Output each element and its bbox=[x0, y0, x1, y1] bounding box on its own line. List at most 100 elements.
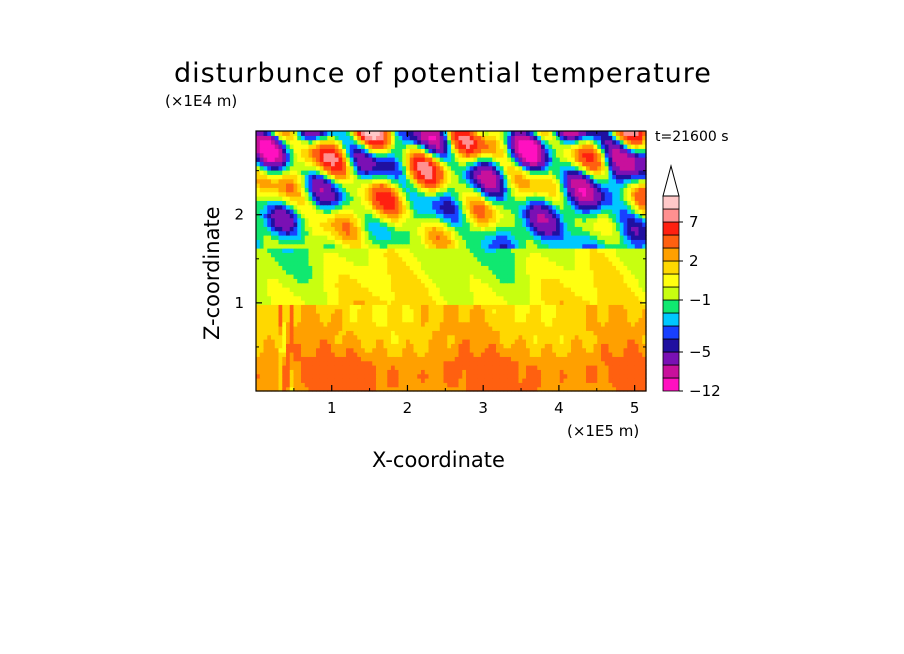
heatmap-cell bbox=[507, 265, 512, 271]
heatmap-cell bbox=[334, 326, 340, 331]
heatmap-cell bbox=[466, 308, 471, 314]
heatmap-cell bbox=[402, 317, 407, 323]
heatmap-cell bbox=[526, 204, 531, 210]
heatmap-cell bbox=[499, 204, 505, 210]
heatmap-cell bbox=[544, 265, 550, 271]
heatmap-cell bbox=[469, 265, 475, 271]
heatmap-cell bbox=[379, 226, 385, 232]
heatmap-cell bbox=[481, 243, 486, 249]
heatmap-cell bbox=[357, 248, 362, 253]
heatmap-cell bbox=[567, 252, 572, 258]
heatmap-cell bbox=[316, 308, 321, 314]
heatmap-cell bbox=[522, 261, 527, 266]
heatmap-cell bbox=[379, 278, 385, 284]
heatmap-cell bbox=[466, 200, 471, 206]
heatmap-cell bbox=[263, 330, 268, 336]
heatmap-cell bbox=[529, 200, 535, 206]
heatmap-cell bbox=[548, 239, 553, 245]
heatmap-cell bbox=[346, 291, 351, 297]
heatmap-cell bbox=[443, 295, 448, 301]
heatmap-cell bbox=[469, 222, 475, 227]
heatmap-cell bbox=[627, 382, 632, 388]
heatmap-cell bbox=[447, 261, 452, 266]
heatmap-cell bbox=[634, 300, 640, 305]
heatmap-cell bbox=[308, 252, 313, 258]
heatmap-cell bbox=[571, 252, 576, 258]
heatmap-cell bbox=[406, 248, 411, 253]
heatmap-cell bbox=[278, 369, 283, 375]
heatmap-cell bbox=[271, 365, 276, 370]
heatmap-cell bbox=[552, 226, 557, 232]
heatmap-cell bbox=[492, 369, 497, 375]
heatmap-cell bbox=[552, 183, 557, 188]
heatmap-cell bbox=[263, 269, 268, 275]
heatmap-cell bbox=[567, 373, 572, 379]
heatmap-cell bbox=[526, 243, 531, 249]
heatmap-cell bbox=[379, 373, 385, 379]
heatmap-cell bbox=[428, 347, 433, 353]
heatmap-cell bbox=[548, 382, 553, 388]
heatmap-cell bbox=[627, 352, 632, 357]
heatmap-cell bbox=[417, 304, 422, 310]
heatmap-cell bbox=[604, 204, 610, 210]
heatmap-cell bbox=[428, 256, 433, 262]
heatmap-cell bbox=[616, 222, 621, 227]
heatmap-cell bbox=[548, 191, 553, 197]
heatmap-cell bbox=[466, 209, 471, 214]
heatmap-cell bbox=[571, 213, 576, 219]
heatmap-cell bbox=[473, 196, 478, 201]
heatmap-cell bbox=[638, 239, 643, 245]
heatmap-cell bbox=[432, 269, 437, 275]
heatmap-cell bbox=[274, 321, 280, 327]
heatmap-cell bbox=[349, 378, 355, 383]
heatmap-cell bbox=[601, 386, 606, 392]
heatmap-cell bbox=[424, 378, 430, 383]
heatmap-cell bbox=[574, 365, 580, 370]
heatmap-cell bbox=[443, 373, 448, 379]
heatmap-cell bbox=[537, 339, 542, 344]
heatmap-cell bbox=[514, 326, 520, 331]
heatmap-cell bbox=[346, 243, 351, 249]
heatmap-cell bbox=[439, 252, 445, 258]
heatmap-cell bbox=[548, 204, 553, 210]
heatmap-cell bbox=[477, 382, 482, 388]
heatmap-cell bbox=[619, 269, 625, 275]
heatmap-cell bbox=[316, 300, 321, 305]
heatmap-cell bbox=[574, 256, 580, 262]
heatmap-cell bbox=[477, 373, 482, 379]
heatmap-cell bbox=[394, 243, 400, 249]
heatmap-cell bbox=[286, 239, 291, 245]
heatmap-cell bbox=[256, 200, 261, 206]
heatmap-cell bbox=[601, 291, 606, 297]
heatmap-cell bbox=[462, 287, 467, 292]
heatmap-cell bbox=[451, 339, 456, 344]
heatmap-cell bbox=[631, 265, 636, 271]
heatmap-cell bbox=[571, 313, 576, 318]
heatmap-cell bbox=[589, 265, 595, 271]
heatmap-cell bbox=[469, 256, 475, 262]
heatmap-cell bbox=[529, 304, 535, 310]
heatmap-cell bbox=[394, 248, 400, 253]
heatmap-cell bbox=[529, 321, 535, 327]
heatmap-cell bbox=[256, 378, 261, 383]
heatmap-cell bbox=[582, 204, 587, 210]
heatmap-cell bbox=[439, 373, 445, 379]
heatmap-cell bbox=[379, 252, 385, 258]
heatmap-cell bbox=[286, 222, 291, 227]
heatmap-cell bbox=[514, 217, 520, 223]
heatmap-cell bbox=[499, 304, 505, 310]
heatmap-cell bbox=[638, 282, 643, 288]
heatmap-cell bbox=[312, 347, 317, 353]
heatmap-cell bbox=[574, 382, 580, 388]
heatmap-cell bbox=[563, 187, 568, 193]
heatmap-cell bbox=[398, 239, 403, 245]
heatmap-cell bbox=[533, 265, 538, 271]
heatmap-cell bbox=[349, 282, 355, 288]
heatmap-cell bbox=[282, 300, 287, 305]
heatmap-cell bbox=[413, 209, 418, 214]
heatmap-cell bbox=[421, 287, 426, 292]
heatmap-cell bbox=[338, 269, 343, 275]
heatmap-cell bbox=[424, 347, 430, 353]
heatmap-cell bbox=[417, 196, 422, 201]
heatmap-cell bbox=[563, 339, 568, 344]
